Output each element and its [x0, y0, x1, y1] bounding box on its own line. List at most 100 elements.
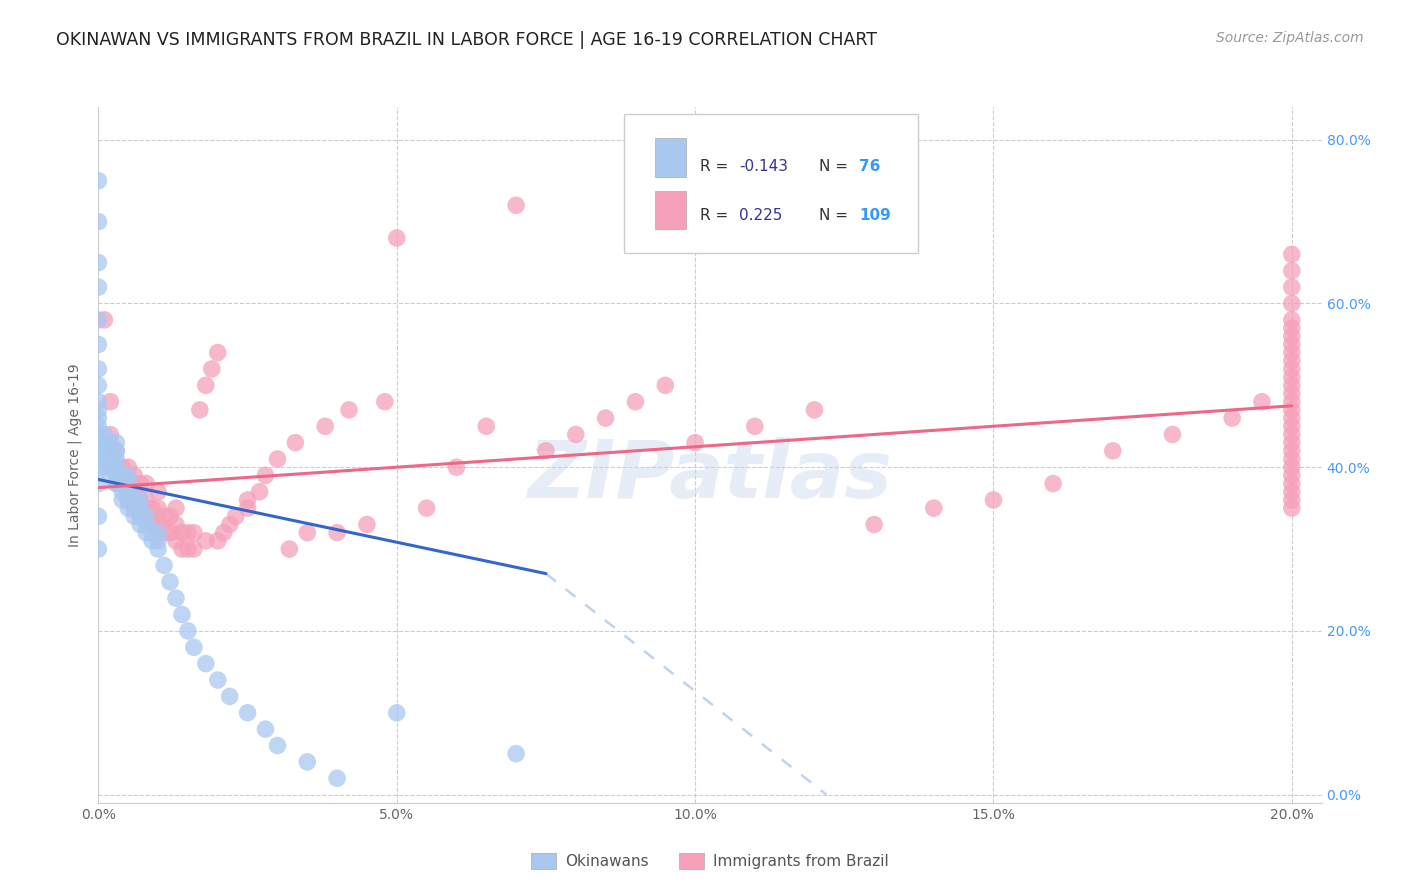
Point — [1281, 403, 1303, 417]
Point — [87, 411, 110, 425]
Point — [624, 394, 647, 409]
Point — [165, 591, 187, 606]
Point — [129, 501, 152, 516]
Point — [165, 533, 187, 548]
Point — [1281, 296, 1303, 310]
Point — [98, 435, 121, 450]
Point — [87, 419, 110, 434]
Point — [1281, 501, 1303, 516]
Point — [87, 403, 110, 417]
Point — [129, 476, 152, 491]
Point — [146, 525, 169, 540]
Point — [117, 476, 139, 491]
Point — [87, 476, 110, 491]
Point — [165, 517, 187, 532]
Point — [1281, 378, 1303, 392]
Point — [98, 468, 121, 483]
FancyBboxPatch shape — [624, 114, 918, 253]
Point — [105, 443, 128, 458]
Point — [683, 435, 706, 450]
Point — [266, 739, 288, 753]
Point — [117, 501, 139, 516]
Point — [87, 313, 110, 327]
Text: 0.225: 0.225 — [740, 208, 783, 223]
Point — [117, 492, 139, 507]
Point — [922, 501, 945, 516]
Point — [141, 533, 163, 548]
Point — [595, 411, 617, 425]
Point — [111, 476, 134, 491]
Point — [1281, 264, 1303, 278]
Text: ZIPatlas: ZIPatlas — [527, 437, 893, 515]
Point — [141, 517, 163, 532]
Point — [356, 517, 378, 532]
Point — [146, 501, 169, 516]
Point — [1281, 337, 1303, 351]
Point — [87, 509, 110, 524]
Point — [87, 394, 110, 409]
Text: N =: N = — [818, 208, 853, 223]
Point — [1281, 329, 1303, 343]
Point — [117, 492, 139, 507]
Point — [297, 755, 319, 769]
Point — [744, 419, 766, 434]
Point — [1281, 280, 1303, 294]
Point — [218, 690, 240, 704]
Text: Source: ZipAtlas.com: Source: ZipAtlas.com — [1216, 31, 1364, 45]
Point — [1281, 419, 1303, 434]
Point — [1101, 443, 1123, 458]
Point — [1281, 345, 1303, 359]
Point — [105, 452, 128, 467]
Point — [284, 435, 307, 450]
Point — [446, 460, 468, 475]
Point — [105, 476, 128, 491]
Text: OKINAWAN VS IMMIGRANTS FROM BRAZIL IN LABOR FORCE | AGE 16-19 CORRELATION CHART: OKINAWAN VS IMMIGRANTS FROM BRAZIL IN LA… — [56, 31, 877, 49]
Point — [1281, 484, 1303, 499]
Point — [194, 378, 217, 392]
Point — [1281, 321, 1303, 335]
Point — [129, 492, 152, 507]
Point — [87, 427, 110, 442]
Point — [170, 607, 193, 622]
Point — [1281, 492, 1303, 507]
Point — [159, 509, 181, 524]
Point — [183, 525, 205, 540]
Point — [87, 337, 110, 351]
Point — [183, 640, 205, 655]
Point — [153, 558, 176, 573]
Point — [122, 484, 145, 499]
Point — [1281, 353, 1303, 368]
Point — [374, 394, 396, 409]
Point — [122, 492, 145, 507]
Point — [1161, 427, 1184, 442]
Point — [87, 378, 110, 392]
Point — [111, 484, 134, 499]
Point — [105, 435, 128, 450]
Point — [117, 484, 139, 499]
Text: 109: 109 — [859, 208, 891, 223]
Point — [385, 706, 408, 720]
Point — [565, 427, 588, 442]
Point — [87, 362, 110, 376]
Point — [177, 624, 200, 638]
Point — [87, 174, 110, 188]
Point — [129, 517, 152, 532]
Point — [170, 542, 193, 557]
Point — [87, 460, 110, 475]
Point — [98, 452, 121, 467]
Point — [146, 533, 169, 548]
Point — [87, 542, 110, 557]
Point — [117, 468, 139, 483]
Point — [87, 452, 110, 467]
Text: N =: N = — [818, 159, 853, 174]
Point — [1042, 476, 1064, 491]
Legend: Okinawans, Immigrants from Brazil: Okinawans, Immigrants from Brazil — [526, 847, 894, 875]
Point — [98, 394, 121, 409]
Point — [122, 501, 145, 516]
Point — [188, 403, 211, 417]
Point — [129, 492, 152, 507]
Point — [105, 468, 128, 483]
Text: -0.143: -0.143 — [740, 159, 789, 174]
Point — [141, 525, 163, 540]
Point — [475, 419, 498, 434]
